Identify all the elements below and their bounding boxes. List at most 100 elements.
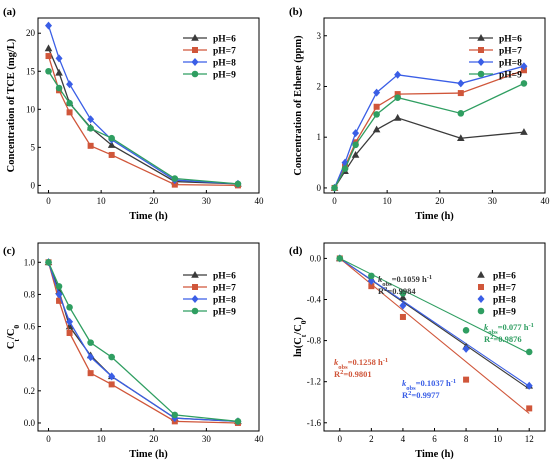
rate-constant-annotation: kobs=0.1037 h-1	[402, 378, 456, 392]
y-tick-label: 0.2	[24, 386, 35, 396]
legend-label: pH=7	[499, 47, 522, 57]
legend-label: pH=9	[213, 308, 236, 318]
plot-frame	[323, 17, 546, 194]
x-tick-label: 10	[383, 196, 393, 206]
data-point-pH=9	[87, 125, 94, 132]
x-axis-label: Time (h)	[129, 449, 168, 460]
series-line-pH=8	[47, 25, 238, 185]
series-line-pH=8	[333, 65, 525, 189]
x-tick-label: 2	[369, 434, 374, 444]
series-line-pH=6	[47, 48, 238, 185]
data-point-pH=9	[55, 84, 63, 92]
panel-label: (c)	[3, 245, 16, 257]
legend-label: pH=9	[499, 71, 522, 81]
panel-label: (b)	[289, 6, 303, 18]
data-point-pH=9	[171, 175, 179, 182]
legend-marker	[477, 271, 485, 278]
y-tick-label: 5	[31, 142, 36, 152]
r-squared-annotation: R2=0.9876	[484, 334, 522, 345]
data-point-pH=8	[55, 290, 63, 299]
data-point-pH=7	[526, 405, 533, 412]
rate-constant-annotation: kobs=0.077 h-1	[484, 322, 534, 336]
legend-label: pH=8	[213, 296, 236, 306]
data-point-pH=7	[520, 67, 527, 74]
data-point-pH=9	[352, 141, 359, 149]
y-axis-label: Concentration of TCE (mg/L)	[6, 38, 17, 172]
x-tick-label: 0	[338, 434, 343, 444]
series-line-pH=8	[47, 262, 238, 423]
y-tick-label: 0	[317, 183, 322, 193]
x-tick-label: 0	[332, 196, 337, 206]
legend-marker	[477, 70, 485, 78]
x-tick-label: 30	[202, 196, 212, 206]
data-point-pH=9	[331, 184, 338, 192]
data-point-pH=7	[56, 297, 63, 304]
data-point-pH=9	[45, 67, 52, 75]
legend-marker	[478, 284, 484, 290]
data-point-pH=7	[457, 90, 464, 97]
y-tick-label: -1.6	[307, 418, 322, 428]
data-point-pH=8	[352, 129, 360, 138]
y-tick-label: 3	[317, 31, 322, 41]
legend-label: pH=6	[499, 35, 522, 45]
data-point-pH=9	[234, 180, 242, 188]
data-point-pH=7	[87, 370, 94, 377]
panel-b: (b) 0 10 20 30 40 0 1 2 3 Time (h) Concentration of…	[289, 6, 550, 222]
data-point-pH=7	[108, 151, 115, 158]
legend-label: pH=6	[213, 272, 236, 282]
y-tick-label: 10	[26, 104, 36, 114]
data-point-pH=9	[373, 111, 380, 118]
data-point-pH=9	[108, 134, 115, 142]
x-axis-label: Time (h)	[415, 449, 454, 460]
data-point-pH=8	[66, 80, 74, 89]
series-line-pH=7	[333, 69, 525, 189]
legend-marker	[191, 34, 199, 41]
legend-label: pH=8	[499, 59, 522, 69]
data-point-pH=9	[394, 94, 401, 101]
legend-marker	[191, 70, 199, 78]
data-point-pH=6	[372, 125, 381, 133]
y-tick-label: 0.0	[24, 418, 36, 428]
legend-label: pH=9	[493, 308, 516, 318]
y-tick-label: 0.0	[310, 253, 322, 263]
data-point-pH=9	[336, 255, 344, 262]
series-line-pH=6	[333, 117, 525, 189]
y-tick-label: 1.0	[24, 257, 36, 267]
data-point-pH=9	[55, 283, 63, 290]
legend-marker	[477, 307, 485, 315]
data-point-pH=9	[234, 418, 242, 425]
data-point-pH=7	[394, 91, 401, 98]
data-point-pH=8	[87, 353, 95, 362]
legend-marker	[191, 58, 199, 66]
data-point-pH=7	[45, 53, 52, 60]
data-point-pH=9	[457, 110, 465, 117]
data-point-pH=8	[66, 317, 74, 326]
data-point-pH=9	[171, 411, 179, 419]
series-line-pH=9	[333, 82, 525, 189]
legend-label: pH=8	[213, 59, 236, 69]
series-line-pH=7	[47, 55, 238, 187]
data-point-pH=6	[44, 44, 53, 52]
y-tick-label: -0.4	[307, 295, 322, 305]
data-point-pH=7	[368, 283, 375, 290]
legend-marker	[478, 47, 484, 53]
y-tick-label: 15	[26, 66, 36, 76]
data-point-pH=8	[399, 301, 407, 310]
x-tick-label: 4	[401, 434, 406, 444]
panel-a: (a) 0 10 20 30 40 0 5 10 15 20 Time (h) Concentratio…	[3, 6, 264, 222]
y-tick-label: 2	[317, 81, 322, 91]
x-tick-label: 10	[97, 434, 107, 444]
panel-label: (d)	[289, 245, 303, 257]
data-point-pH=8	[520, 62, 528, 71]
plot-frame	[37, 17, 260, 194]
data-point-pH=7	[463, 376, 470, 383]
x-tick-label: 0	[46, 196, 51, 206]
y-axis-label: Ct/C0	[6, 325, 21, 350]
legend-label: pH=7	[213, 47, 236, 57]
legend-label: pH=6	[493, 272, 516, 282]
data-point-pH=8	[525, 381, 533, 390]
data-point-pH=7	[108, 381, 115, 388]
plot-frame	[37, 242, 260, 432]
data-point-pH=9	[341, 165, 349, 172]
